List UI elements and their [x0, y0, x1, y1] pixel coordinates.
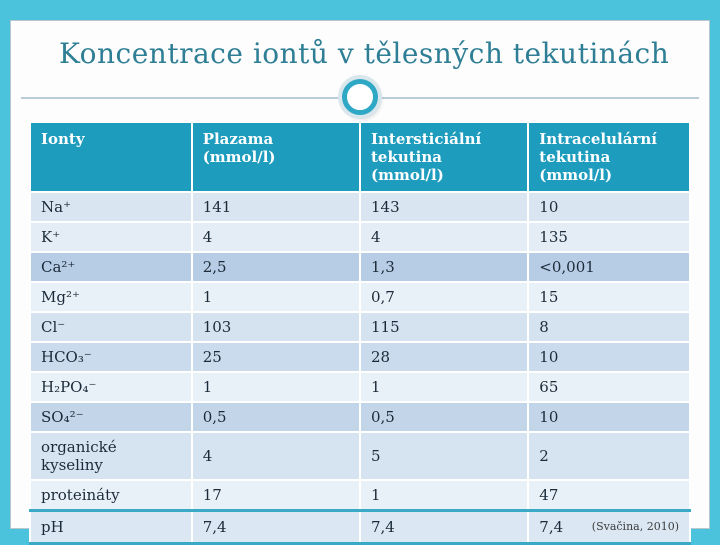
header-cell-plazama: Plazama (mmol/l) — [190, 121, 361, 193]
ion-cell: Cl⁻ — [29, 311, 193, 343]
ion-cell: H₂PO₄⁻ — [29, 371, 193, 403]
value-cell: 0,5 — [358, 401, 530, 433]
ion-cell: pH — [29, 509, 193, 545]
value-cell: 115 — [358, 311, 530, 343]
value-cell: <0,001 — [527, 251, 691, 283]
ion-cell: SO₄²⁻ — [29, 401, 193, 433]
ion-cell: K⁺ — [29, 221, 193, 253]
value-cell: 0,7 — [358, 281, 530, 313]
table-row: Cl⁻ 103 115 8 — [29, 311, 691, 343]
header-cell-ionty: Ionty — [29, 121, 193, 193]
value-cell: 28 — [358, 341, 530, 373]
value-cell: 1 — [190, 371, 361, 403]
concentration-table: Ionty Plazama (mmol/l) Intersticiální te… — [29, 121, 691, 545]
value-cell: 25 — [190, 341, 361, 373]
header-label: Intracelulární tekutina — [539, 130, 657, 166]
header-unit: (mmol/l) — [202, 148, 276, 166]
value-cell: 4 — [358, 221, 530, 253]
table-row: K⁺ 4 4 135 — [29, 221, 691, 253]
value-cell: 1 — [358, 371, 530, 403]
table-header-row: Ionty Plazama (mmol/l) Intersticiální te… — [29, 121, 691, 193]
value-text: 7,4 — [539, 518, 564, 536]
table-row-ph: pH 7,4 7,4 7,4 (Svačina, 2010) — [29, 509, 691, 545]
value-cell: 10 — [527, 341, 691, 373]
value-cell: 10 — [527, 401, 691, 433]
table-row: HCO₃⁻ 25 28 10 — [29, 341, 691, 373]
ion-cell: organické kyseliny — [29, 431, 193, 481]
header-cell-intracelularni: Intracelulární tekutina (mmol/l) — [527, 121, 691, 193]
table-row: Mg²⁺ 1 0,7 15 — [29, 281, 691, 313]
table-row: SO₄²⁻ 0,5 0,5 10 — [29, 401, 691, 433]
value-cell: 17 — [190, 479, 361, 512]
value-cell: 65 — [527, 371, 691, 403]
value-cell: 103 — [190, 311, 361, 343]
value-cell: 0,5 — [190, 401, 361, 433]
value-cell: 8 — [527, 311, 691, 343]
value-cell: 47 — [527, 479, 691, 512]
value-cell: 7,4 — [190, 509, 361, 545]
value-cell: 5 — [358, 431, 530, 481]
table-row: H₂PO₄⁻ 1 1 65 — [29, 371, 691, 403]
value-cell: 1 — [190, 281, 361, 313]
ion-cell: HCO₃⁻ — [29, 341, 193, 373]
value-cell: 4 — [190, 431, 361, 481]
table-row: Na⁺ 141 143 10 — [29, 191, 691, 223]
value-cell: 7,4 (Svačina, 2010) — [527, 509, 691, 545]
slide-panel: Koncentrace iontů v tělesných tekutinách… — [10, 20, 710, 545]
ion-cell: Ca²⁺ — [29, 251, 193, 283]
value-cell: 4 — [190, 221, 361, 253]
value-cell: 2,5 — [190, 251, 361, 283]
value-cell: 141 — [190, 191, 361, 223]
ion-concentration-table: Ionty Plazama (mmol/l) Intersticiální te… — [29, 121, 691, 545]
value-cell: 10 — [527, 191, 691, 223]
header-unit: (mmol/l) — [370, 166, 444, 184]
table-row: Ca²⁺ 2,5 1,3 <0,001 — [29, 251, 691, 283]
table-row: proteináty 17 1 47 — [29, 479, 691, 512]
header-label: Plazama — [202, 130, 274, 148]
value-cell: 135 — [527, 221, 691, 253]
header-label: Ionty — [41, 130, 85, 148]
table-row: organické kyseliny 4 5 2 — [29, 431, 691, 481]
citation-text: (Svačina, 2010) — [591, 520, 679, 534]
value-cell: 1,3 — [358, 251, 530, 283]
header-unit: (mmol/l) — [539, 166, 613, 184]
header-cell-intersticialni: Intersticiální tekutina (mmol/l) — [358, 121, 530, 193]
value-cell: 1 — [358, 479, 530, 512]
slide-title: Koncentrace iontů v tělesných tekutinách — [59, 37, 670, 70]
value-cell: 143 — [358, 191, 530, 223]
value-cell: 7,4 — [358, 509, 530, 545]
header-label: Intersticiální tekutina — [370, 130, 482, 166]
divider-circle-ornament — [342, 79, 378, 115]
ion-cell: proteináty — [29, 479, 193, 512]
ion-cell: Na⁺ — [29, 191, 193, 223]
value-cell: 15 — [527, 281, 691, 313]
ion-cell: Mg²⁺ — [29, 281, 193, 313]
value-cell: 2 — [527, 431, 691, 481]
